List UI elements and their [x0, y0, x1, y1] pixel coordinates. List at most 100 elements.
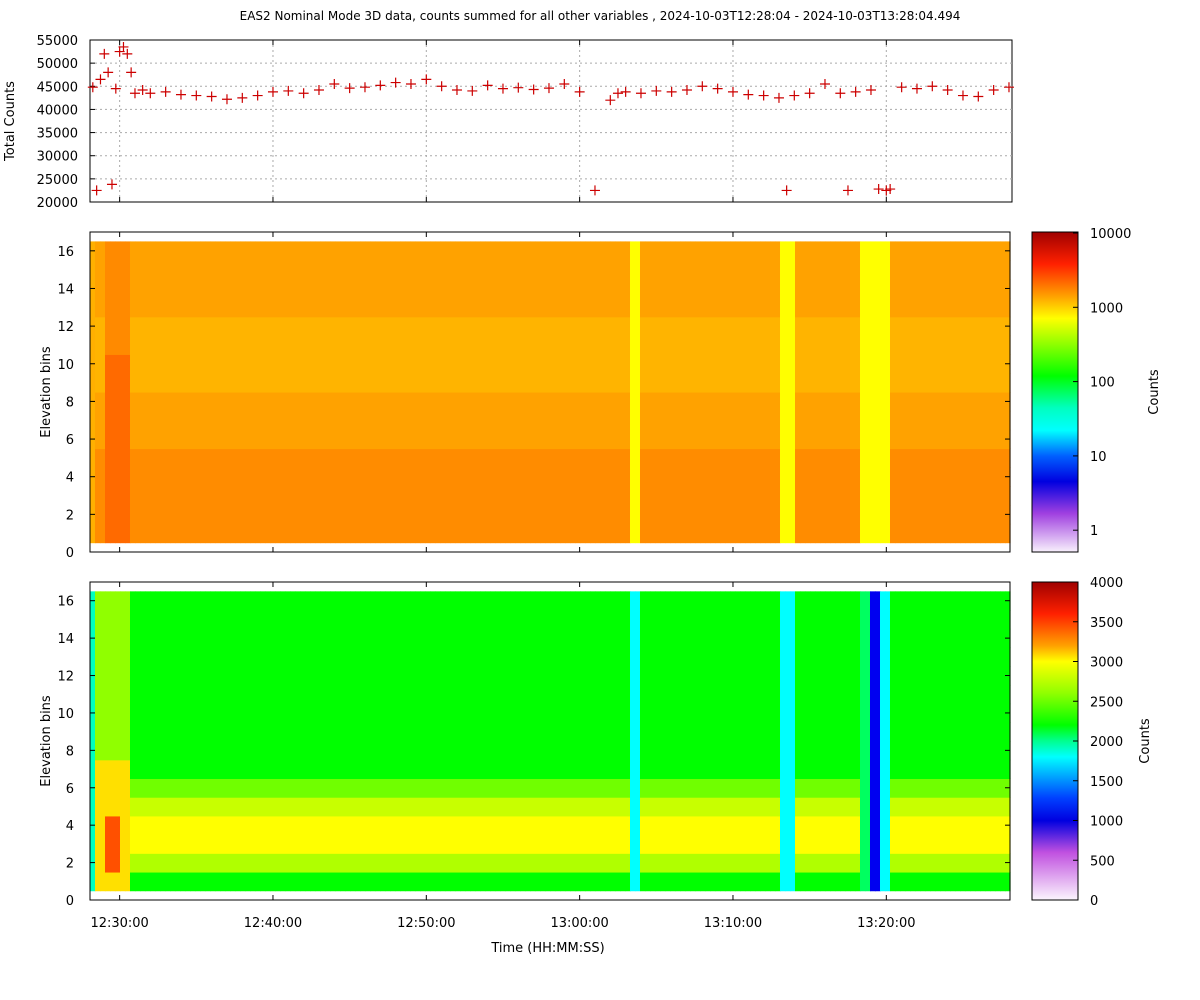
- heatmap-cell: [95, 316, 101, 337]
- heatmap-cell: [475, 410, 481, 431]
- heatmap-cell: [510, 703, 516, 723]
- heatmap-cell: [105, 871, 111, 892]
- heatmap-cell: [145, 241, 151, 261]
- heatmap-cell: [1005, 260, 1011, 280]
- heatmap-cell: [605, 467, 611, 487]
- heatmap-cell: [550, 628, 556, 649]
- heatmap-cell: [925, 316, 931, 337]
- heatmap-cell: [300, 297, 306, 318]
- heatmap-cell: [940, 429, 946, 450]
- heatmap-cell: [240, 279, 246, 299]
- heatmap-cell: [470, 853, 476, 873]
- heatmap-cell: [480, 354, 486, 374]
- heatmap-cell: [470, 467, 476, 487]
- heatmap-cell: [635, 853, 641, 873]
- heatmap-cell: [995, 523, 1001, 544]
- heatmap-cell: [930, 523, 936, 544]
- heatmap-cell: [120, 591, 126, 611]
- heatmap-cell: [220, 504, 226, 525]
- heatmap-cell: [495, 523, 501, 544]
- heatmap-cell: [490, 703, 496, 723]
- heatmap-cell: [290, 628, 296, 649]
- heatmap-cell: [255, 815, 261, 836]
- heatmap-cell: [660, 504, 666, 525]
- heatmap-cell: [585, 297, 591, 318]
- heatmap-cell: [490, 429, 496, 450]
- heatmap-cell: [795, 354, 801, 374]
- heatmap-cell: [455, 853, 461, 873]
- heatmap-cell: [630, 373, 636, 393]
- heatmap-cell: [200, 610, 206, 630]
- heatmap-cell: [650, 722, 656, 742]
- heatmap-cell: [445, 778, 451, 798]
- heatmap-cell: [840, 392, 846, 412]
- heatmap-cell: [310, 241, 316, 261]
- heatmap-cell: [455, 759, 461, 780]
- heatmap-cell: [635, 703, 641, 723]
- heatmap-cell: [560, 684, 566, 705]
- heatmap-cell: [155, 354, 161, 374]
- heatmap-cell: [200, 429, 206, 450]
- heatmap-cell: [580, 666, 586, 686]
- heatmap-cell: [910, 504, 916, 525]
- heatmap-cell: [140, 297, 146, 318]
- heatmap-cell: [555, 392, 561, 412]
- heatmap-cell: [965, 392, 971, 412]
- heatmap-cell: [905, 523, 911, 544]
- heatmap-cell: [115, 815, 121, 836]
- heatmap-cell: [985, 297, 991, 318]
- heatmap-cell: [645, 279, 651, 299]
- heatmap-cell: [525, 504, 531, 525]
- heatmap-cell: [140, 722, 146, 742]
- heatmap-cell: [900, 392, 906, 412]
- heatmap-cell: [340, 666, 346, 686]
- heatmap-cell: [280, 410, 286, 431]
- heatmap-cell: [615, 815, 621, 836]
- heatmap-cell: [140, 628, 146, 649]
- heatmap-cell: [110, 354, 116, 374]
- data-point: [873, 184, 884, 195]
- heatmap-cell: [520, 610, 526, 630]
- heatmap-cell: [340, 834, 346, 854]
- heatmap-cell: [955, 260, 961, 280]
- heatmap-cell: [740, 279, 746, 299]
- heatmap-cell: [435, 797, 441, 817]
- heatmap-cell: [590, 647, 596, 667]
- heatmap-cell: [485, 871, 491, 892]
- heatmap-cell: [855, 504, 861, 525]
- data-point: [973, 91, 984, 102]
- heatmap-cell: [95, 628, 101, 649]
- panel2-frame: [89, 231, 1011, 553]
- y-tick-label: 12: [57, 320, 74, 335]
- heatmap-cell: [180, 722, 186, 742]
- heatmap-cell: [575, 354, 581, 374]
- heatmap-cell: [705, 467, 711, 487]
- heatmap-cell: [270, 722, 276, 742]
- heatmap-cell: [870, 429, 876, 450]
- heatmap-cell: [925, 410, 931, 431]
- heatmap-cell: [380, 703, 386, 723]
- heatmap-cell: [590, 666, 596, 686]
- heatmap-cell: [430, 722, 436, 742]
- heatmap-cell: [155, 815, 161, 836]
- heatmap-cell: [200, 853, 206, 873]
- heatmap-cell: [830, 335, 836, 355]
- heatmap-cell: [550, 373, 556, 393]
- heatmap-cell: [835, 335, 841, 355]
- heatmap-cell: [345, 316, 351, 337]
- heatmap-cell: [965, 335, 971, 355]
- heatmap-cell: [305, 504, 311, 525]
- heatmap-cell: [375, 354, 381, 374]
- heatmap-cell: [150, 666, 156, 686]
- heatmap-cell: [810, 373, 816, 393]
- heatmap-cell: [610, 684, 616, 705]
- heatmap-cell: [425, 853, 431, 873]
- heatmap-cell: [365, 628, 371, 649]
- heatmap-cell: [500, 815, 506, 836]
- heatmap-cell: [325, 871, 331, 892]
- heatmap-cell: [920, 373, 926, 393]
- heatmap-cell: [260, 279, 266, 299]
- heatmap-cell: [770, 429, 776, 450]
- heatmap-cell: [890, 392, 896, 412]
- heatmap-cell: [380, 815, 386, 836]
